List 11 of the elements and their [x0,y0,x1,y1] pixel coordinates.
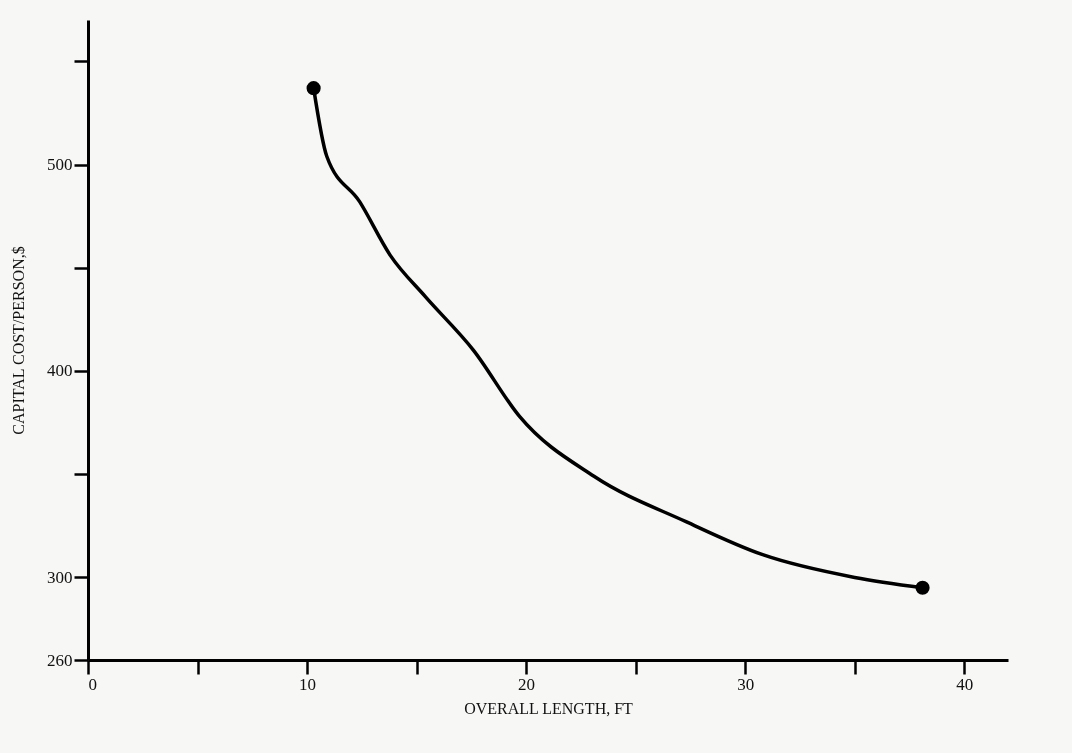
x-tick-label: 10 [299,674,317,694]
x-tick-label: 0 [88,674,97,694]
y-tick-label: 400 [47,361,73,381]
x-tick-label: 40 [956,674,974,694]
y-axis-title: CAPITAL COST/PERSON,$ [10,246,27,435]
y-tick-label: 260 [47,650,73,670]
x-tick-label: 20 [518,674,536,694]
y-tick-label: 300 [47,567,73,587]
x-axis-title: OVERALL LENGTH, FT [464,699,634,717]
x-tick-label: 30 [737,674,755,694]
y-tick-label: 500 [47,155,73,175]
